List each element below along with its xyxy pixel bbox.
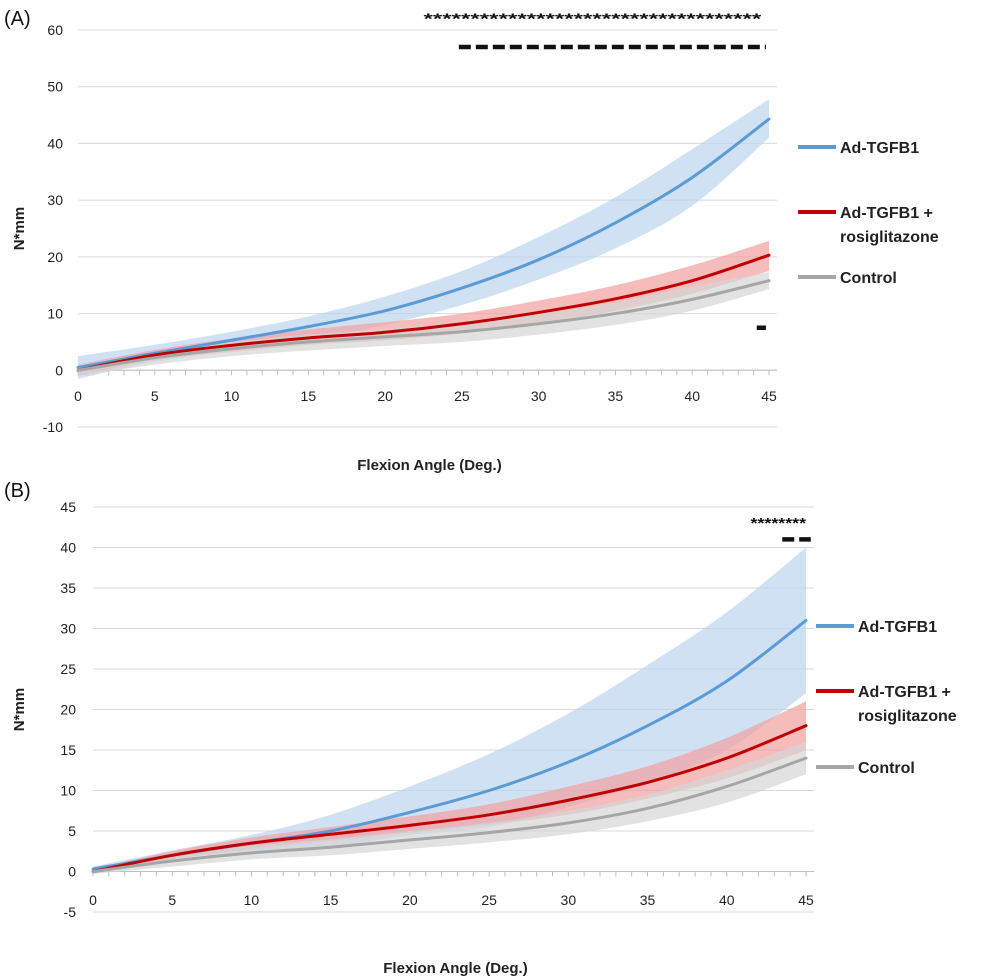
chart-panel-1: (B) -5 0 5 10 15 20 25 30 35 40 45 0 5 10 15 20 25 30 35 40 4… — [4, 480, 957, 977]
series-line-1 — [91, 724, 808, 873]
x-tick-label: 40 — [719, 892, 735, 908]
x-tick-label: 5 — [168, 892, 176, 908]
legend-label: Control — [858, 760, 915, 777]
y-tick-label: -5 — [64, 904, 77, 920]
x-tick-label: 20 — [402, 892, 418, 908]
x-tick-label: 25 — [454, 388, 470, 404]
legend-entry-1: Ad-TGFB1 + rosiglitazone — [798, 205, 939, 246]
x-tick-label: 15 — [323, 892, 339, 908]
y-tick-label: 50 — [47, 79, 63, 95]
x-tick-label: 35 — [640, 892, 656, 908]
x-tick-label: 10 — [224, 388, 240, 404]
x-tick-label: 30 — [531, 388, 547, 404]
legend-label: Ad-TGFB1 + — [858, 684, 951, 701]
y-tick-label: 5 — [68, 823, 76, 839]
y-tick-label: 0 — [68, 864, 76, 880]
y-tick-label: 20 — [60, 702, 76, 718]
x-tick-label: 35 — [608, 388, 624, 404]
confidence-band-0 — [78, 99, 769, 379]
y-tick-label: 60 — [47, 22, 63, 38]
series-line-2 — [91, 756, 808, 873]
significance-stars: ******** — [751, 515, 807, 532]
y-tick-label: 35 — [60, 580, 76, 596]
legend-entry-1: Ad-TGFB1 + rosiglitazone — [816, 684, 957, 725]
y-axis-label: N*mm — [11, 207, 28, 250]
legend-label: Ad-TGFB1 — [858, 619, 937, 636]
x-axis-label: Flexion Angle (Deg.) — [357, 457, 501, 474]
y-tick-label: 30 — [47, 192, 63, 208]
y-tick-label: 20 — [47, 249, 63, 265]
y-tick-label: 10 — [60, 783, 76, 799]
legend-label: Ad-TGFB1 — [840, 140, 919, 157]
confidence-band-2 — [78, 272, 769, 376]
x-tick-label: 10 — [244, 892, 260, 908]
legend-entry-2: Control — [798, 270, 897, 287]
y-tick-label: 25 — [60, 661, 76, 677]
series-line-1 — [76, 253, 771, 372]
chart-panel-0: (A) -10 0 10 20 30 40 50 60 0 5 10 15 20 25 30 35 40 45 ***… — [4, 8, 939, 474]
y-tick-label: 45 — [60, 499, 76, 515]
x-tick-label: 45 — [798, 892, 814, 908]
x-tick-label: 5 — [151, 388, 159, 404]
y-tick-label: 40 — [47, 135, 63, 151]
series-line-0 — [76, 117, 771, 369]
x-axis-label: Flexion Angle (Deg.) — [383, 960, 527, 977]
panel-label: (A) — [4, 8, 31, 30]
legend-label: rosiglitazone — [858, 708, 957, 725]
legend-entry-2: Control — [816, 760, 915, 777]
significance-stars: ************************************ — [424, 11, 762, 28]
y-tick-label: 10 — [47, 306, 63, 322]
y-axis-label: N*mm — [11, 688, 28, 731]
x-tick-label: 0 — [74, 388, 82, 404]
x-tick-label: 15 — [301, 388, 317, 404]
y-tick-label: 15 — [60, 742, 76, 758]
series-line-2 — [76, 279, 771, 372]
legend-entry-0: Ad-TGFB1 — [816, 619, 937, 636]
legend-label: Ad-TGFB1 + — [840, 205, 933, 222]
x-tick-label: 40 — [684, 388, 700, 404]
panel-label: (B) — [4, 480, 31, 502]
legend-label: Control — [840, 270, 897, 287]
y-tick-label: 40 — [60, 540, 76, 556]
y-tick-label: 30 — [60, 621, 76, 637]
x-tick-label: 0 — [89, 892, 97, 908]
x-tick-label: 20 — [377, 388, 393, 404]
legend-label: rosiglitazone — [840, 229, 939, 246]
x-tick-label: 45 — [761, 388, 777, 404]
legend-entry-0: Ad-TGFB1 — [798, 140, 919, 157]
y-tick-label: 0 — [55, 362, 63, 378]
y-tick-label: -10 — [43, 419, 63, 435]
x-tick-label: 30 — [561, 892, 577, 908]
x-tick-label: 25 — [481, 892, 497, 908]
confidence-band-0 — [93, 547, 806, 872]
